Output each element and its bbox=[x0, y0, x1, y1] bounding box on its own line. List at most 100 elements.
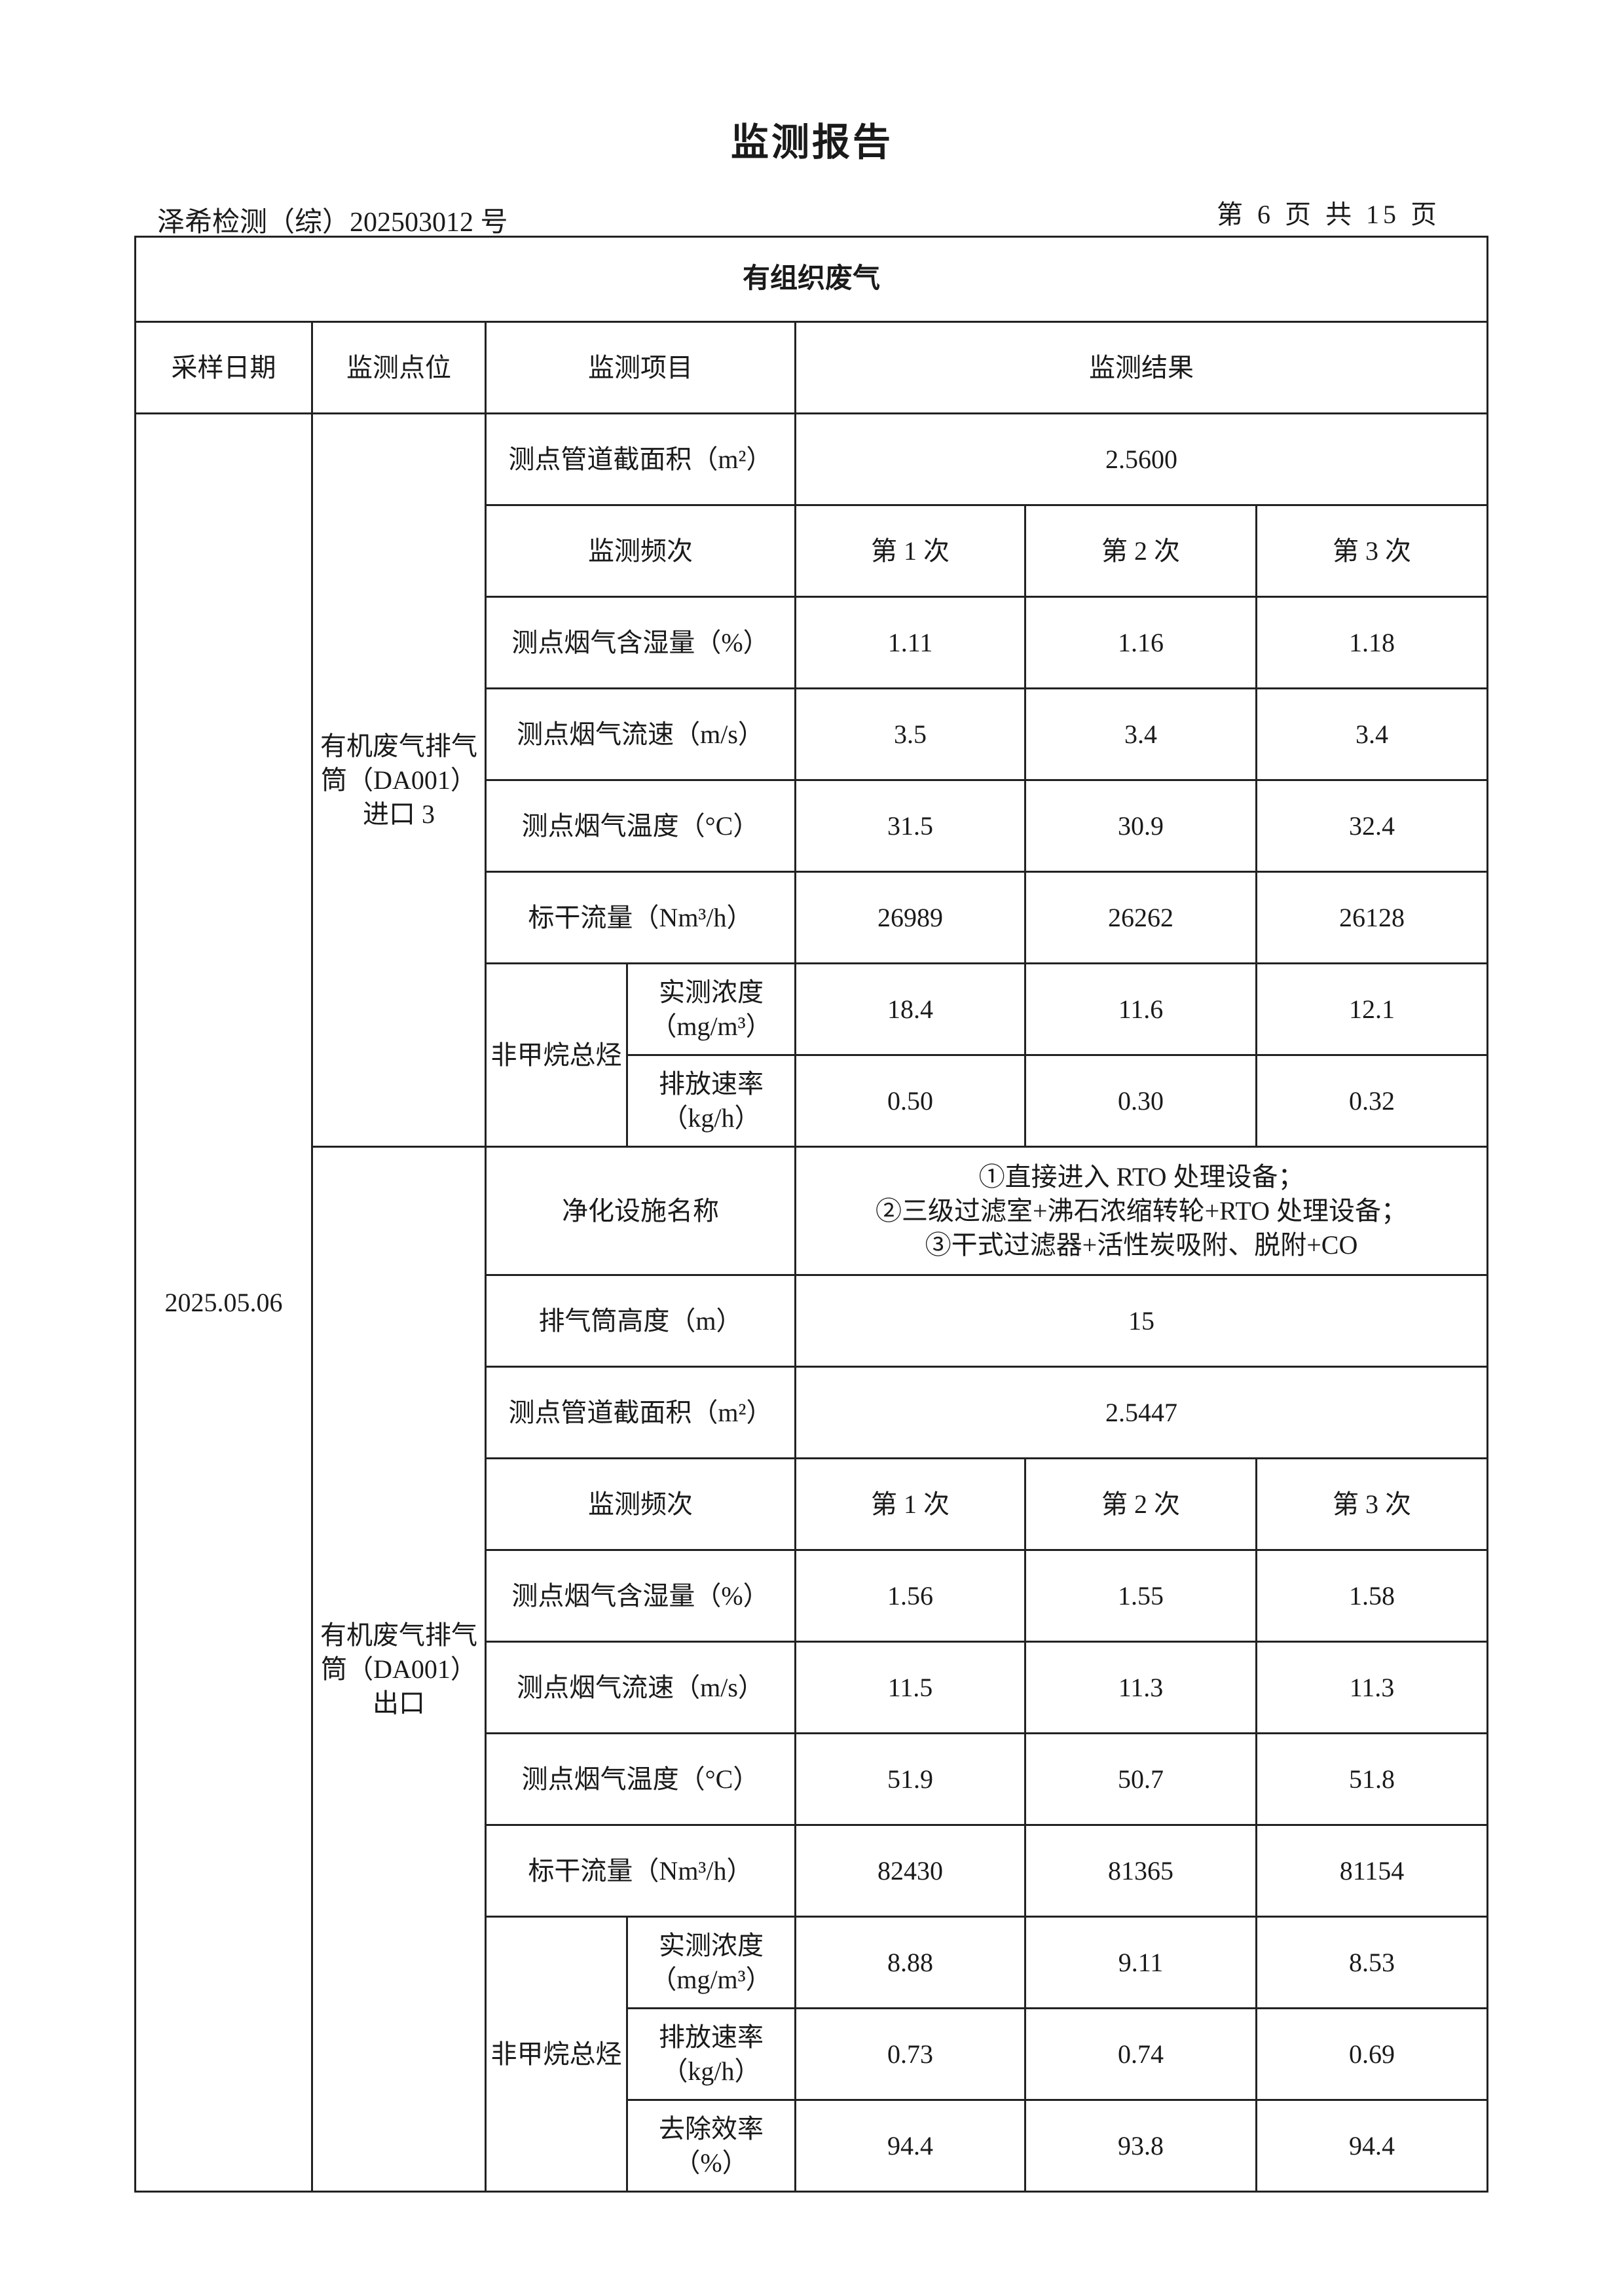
item-label: 排放速率（kg/h） bbox=[626, 1054, 796, 1148]
nmhc-label: 非甲烷总烃 bbox=[485, 962, 628, 1148]
item-value: 51.9 bbox=[794, 1732, 1026, 1826]
item-value: 94.4 bbox=[1255, 2099, 1489, 2193]
item-value: 0.50 bbox=[794, 1054, 1026, 1148]
facility-description: ①直接进入 RTO 处理设备； ②三级过滤室+沸石浓缩转轮+RTO 处理设备； ③干… bbox=[794, 1146, 1489, 1276]
frequency-header: 第 3 次 bbox=[1255, 504, 1489, 598]
item-value: 9.11 bbox=[1024, 1916, 1257, 2009]
facility-line: ①直接进入 RTO 处理设备； bbox=[978, 1161, 1304, 1192]
item-value: 1.18 bbox=[1255, 596, 1489, 689]
item-value: 0.69 bbox=[1255, 2007, 1489, 2101]
monitoring-table: 有组织废气 采样日期 监测点位 监测项目 监测结果 2025.05.06 有机废气… bbox=[134, 236, 1489, 2193]
item-value: 1.56 bbox=[794, 1549, 1026, 1643]
nmhc-label: 非甲烷总烃 bbox=[485, 1916, 628, 2193]
item-value: 26262 bbox=[1024, 871, 1257, 964]
item-value: 0.32 bbox=[1255, 1054, 1489, 1148]
item-value: 0.74 bbox=[1024, 2007, 1257, 2101]
item-value: 81154 bbox=[1255, 1824, 1489, 1918]
item-label: 测点管道截面积（m²） bbox=[485, 412, 796, 506]
table-row: 监测频次第 1 次第 2 次第 3 次 bbox=[136, 504, 1489, 598]
item-value: 3.4 bbox=[1255, 687, 1489, 781]
item-value: 11.6 bbox=[1024, 962, 1257, 1056]
item-label: 实测浓度（mg/m³） bbox=[626, 1916, 796, 2009]
frequency-header: 第 1 次 bbox=[794, 504, 1026, 598]
section-title: 有组织废气 bbox=[134, 236, 1489, 323]
item-label: 去除效率（%） bbox=[626, 2099, 796, 2193]
item-value: 8.53 bbox=[1255, 1916, 1489, 2009]
item-label: 监测频次 bbox=[485, 1457, 796, 1551]
item-value: 1.11 bbox=[794, 596, 1026, 689]
item-label: 标干流量（Nm³/h） bbox=[485, 1824, 796, 1918]
item-value: 2.5447 bbox=[794, 1366, 1489, 1459]
frequency-header: 第 3 次 bbox=[1255, 1457, 1489, 1551]
item-label: 排放速率（kg/h） bbox=[626, 2007, 796, 2101]
monitoring-location: 有机废气排气筒（DA001）进口 3 bbox=[311, 412, 487, 1148]
item-value: 50.7 bbox=[1024, 1732, 1257, 1826]
table-row: 非甲烷总烃 实测浓度（mg/m³） 18.4 11.6 12.1 bbox=[136, 962, 1489, 1148]
item-label: 排气筒高度（m） bbox=[485, 1274, 796, 1368]
frequency-header: 第 2 次 bbox=[1024, 1457, 1257, 1551]
table-row: 2025.05.06 有机废气排气筒（DA001）进口 3 测点管道截面积（m²） 2… bbox=[134, 412, 1489, 2193]
monitoring-location: 有机废气排气筒（DA001）出口 bbox=[311, 1146, 487, 2193]
report-title: 监测报告 bbox=[730, 121, 893, 164]
item-label: 测点烟气流速（m/s） bbox=[485, 1641, 796, 1734]
item-value: 3.4 bbox=[1024, 687, 1257, 781]
table-row: 有机废气排气筒（DA001）出口 净化设施名称 ①直接进入 RTO 处理设备； ②三级… bbox=[136, 1146, 1489, 2193]
table-row: 测点烟气含湿量（%） 1.11 1.16 1.18 bbox=[136, 596, 1489, 689]
item-value: 1.55 bbox=[1024, 1549, 1257, 1643]
table-row: 测点烟气温度（°C） 31.5 30.9 32.4 bbox=[136, 779, 1489, 873]
facility-line: ③干式过滤器+活性炭吸附、脱附+CO bbox=[925, 1230, 1358, 1260]
page-number: 第 6 页 共 15 页 bbox=[1217, 200, 1441, 229]
col-header: 监测结果 bbox=[794, 321, 1489, 414]
item-value: 8.88 bbox=[794, 1916, 1026, 2009]
table-row: 去除效率（%） 94.4 93.8 94.4 bbox=[136, 2099, 1489, 2193]
item-value: 12.1 bbox=[1255, 962, 1489, 1056]
item-value: 15 bbox=[794, 1274, 1489, 1368]
item-value: 1.16 bbox=[1024, 596, 1257, 689]
item-value: 3.5 bbox=[794, 687, 1026, 781]
item-value: 0.30 bbox=[1024, 1054, 1257, 1148]
item-label: 测点烟气流速（m/s） bbox=[485, 687, 796, 781]
item-value: 26989 bbox=[794, 871, 1026, 964]
item-value: 18.4 bbox=[794, 962, 1026, 1056]
table-row: 标干流量（Nm³/h） 82430 81365 81154 bbox=[136, 1824, 1489, 1918]
item-value: 0.73 bbox=[794, 2007, 1026, 2101]
item-value: 11.3 bbox=[1255, 1641, 1489, 1734]
table-row: 测点烟气含湿量（%） 1.56 1.55 1.58 bbox=[136, 1549, 1489, 1643]
table-row: 排放速率（kg/h） 0.50 0.30 0.32 bbox=[136, 1054, 1489, 1148]
item-value: 93.8 bbox=[1024, 2099, 1257, 2193]
col-header: 监测项目 bbox=[485, 321, 796, 414]
frequency-header: 第 1 次 bbox=[794, 1457, 1026, 1551]
item-value: 11.5 bbox=[794, 1641, 1026, 1734]
table-row: 监测频次第 1 次第 2 次第 3 次 bbox=[136, 1457, 1489, 1551]
item-value: 82430 bbox=[794, 1824, 1026, 1918]
table-row: 排放速率（kg/h） 0.73 0.74 0.69 bbox=[136, 2007, 1489, 2101]
table-row: 测点烟气温度（°C） 51.9 50.7 51.8 bbox=[136, 1732, 1489, 1826]
document-number: 泽希检测（综）202503012 号 bbox=[157, 208, 508, 238]
table-row: 测点烟气流速（m/s） 3.5 3.4 3.4 bbox=[136, 687, 1489, 781]
table-row: 非甲烷总烃 实测浓度（mg/m³） 8.88 9.11 8.53 bbox=[136, 1916, 1489, 2193]
item-value: 81365 bbox=[1024, 1824, 1257, 1918]
table-row: 测点管道截面积（m²） 2.5447 bbox=[136, 1366, 1489, 1459]
frequency-header: 第 2 次 bbox=[1024, 504, 1257, 598]
item-label: 监测频次 bbox=[485, 504, 796, 598]
item-label: 测点烟气含湿量（%） bbox=[485, 1549, 796, 1643]
item-label: 净化设施名称 bbox=[485, 1146, 796, 1276]
item-value: 31.5 bbox=[794, 779, 1026, 873]
table-row: 排气筒高度（m） 15 bbox=[136, 1274, 1489, 1368]
table-row: 标干流量（Nm³/h） 26989 26262 26128 bbox=[136, 871, 1489, 964]
table-row: 测点烟气流速（m/s） 11.5 11.3 11.3 bbox=[136, 1641, 1489, 1734]
item-value: 26128 bbox=[1255, 871, 1489, 964]
item-label: 标干流量（Nm³/h） bbox=[485, 871, 796, 964]
col-header: 监测点位 bbox=[311, 321, 487, 414]
item-value: 32.4 bbox=[1255, 779, 1489, 873]
item-label: 测点管道截面积（m²） bbox=[485, 1366, 796, 1459]
item-value: 11.3 bbox=[1024, 1641, 1257, 1734]
col-header: 采样日期 bbox=[134, 321, 313, 414]
item-label: 实测浓度（mg/m³） bbox=[626, 962, 796, 1056]
item-label: 测点烟气温度（°C） bbox=[485, 779, 796, 873]
item-value: 1.58 bbox=[1255, 1549, 1489, 1643]
item-value: 94.4 bbox=[794, 2099, 1026, 2193]
item-value: 30.9 bbox=[1024, 779, 1257, 873]
item-label: 测点烟气温度（°C） bbox=[485, 1732, 796, 1826]
item-value: 2.5600 bbox=[794, 412, 1489, 506]
